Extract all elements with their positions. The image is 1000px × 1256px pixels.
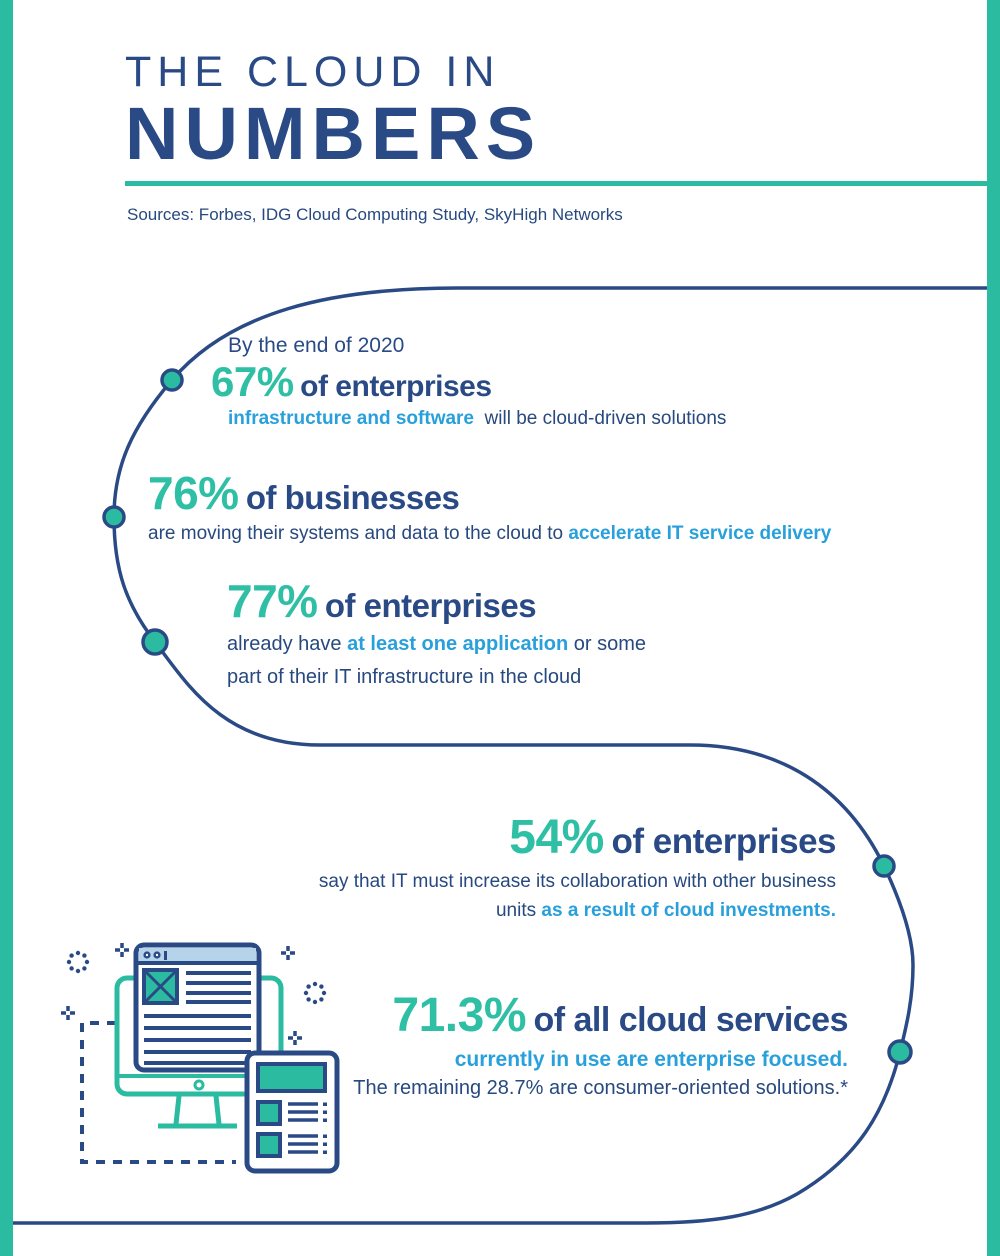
stat-description: infrastructure and software will be clou… xyxy=(228,408,726,430)
stat-label: of enterprises xyxy=(300,370,492,403)
left-border-bar xyxy=(0,0,13,1256)
page-title-line2: NUMBERS xyxy=(125,92,542,176)
curve-node-dot xyxy=(872,854,896,878)
highlighted-text: as a result of cloud investments. xyxy=(541,900,836,921)
description-text: or some xyxy=(568,633,647,655)
description-text: already have xyxy=(227,633,348,655)
stat-77-percent: 77% of enterprises already have at least … xyxy=(227,578,646,694)
description-text: part of their IT infrastructure in the c… xyxy=(227,666,582,688)
stat-76-percent: 76% of businesses are moving their system… xyxy=(148,470,831,545)
stat-heading: 76% of businesses xyxy=(148,470,831,516)
dotted-circle-icon xyxy=(303,981,327,1005)
description-text: will be cloud-driven solutions xyxy=(474,408,727,429)
stat-intro: By the end of 2020 xyxy=(228,334,405,357)
stat-description: already have at least one application or… xyxy=(227,628,646,694)
right-border-bar xyxy=(987,0,1000,1256)
header: THE CLOUD IN NUMBERS xyxy=(125,48,542,176)
invoice-icon xyxy=(244,1050,340,1174)
highlighted-text: at least one application xyxy=(347,633,569,655)
stat-heading: 77% of enterprises xyxy=(227,578,646,624)
stat-description: currently in use are enterprise focused. xyxy=(353,1046,848,1073)
stat-value: 54% xyxy=(509,811,604,864)
stat-label: of enterprises xyxy=(324,587,537,624)
stat-label: of all cloud services xyxy=(533,1001,848,1039)
stat-heading: 54% of enterprises xyxy=(319,814,836,862)
stat-description: say that IT must increase its collaborat… xyxy=(319,867,836,925)
curve-node-dot xyxy=(102,505,126,529)
title-underline-rule xyxy=(125,181,988,186)
stat-value: 77% xyxy=(227,575,318,627)
description-text: say that IT must increase its collaborat… xyxy=(318,871,836,892)
page-title-line1: THE CLOUD IN xyxy=(125,48,501,96)
sources-text: Sources: Forbes, IDG Cloud Computing Stu… xyxy=(127,205,623,224)
highlighted-text: currently in use are enterprise focused. xyxy=(454,1048,848,1071)
curve-node-dot xyxy=(160,368,184,392)
dotted-circle-icon xyxy=(66,950,90,974)
curve-node-dot xyxy=(887,1039,913,1065)
curve-node-dot xyxy=(141,628,169,656)
description-text: units xyxy=(495,900,542,921)
devices-illustration xyxy=(61,942,340,1174)
image-placeholder-icon xyxy=(142,968,179,1005)
stat-label: of businesses xyxy=(245,479,460,516)
stat-54-percent: 54% of enterprises say that IT must incre… xyxy=(319,814,837,925)
stat-heading: 67% of enterprises xyxy=(211,361,726,403)
stat-heading: 71.3% of all cloud services xyxy=(353,992,848,1040)
stat-description: are moving their systems and data to the… xyxy=(148,523,831,545)
stat-label: of enterprises xyxy=(611,822,837,861)
highlighted-text: accelerate IT service delivery xyxy=(568,523,832,544)
description-text: are moving their systems and data to the… xyxy=(148,523,569,544)
highlighted-text: infrastructure and software xyxy=(228,408,474,429)
stat-footnote: The remaining 28.7% are consumer-oriente… xyxy=(353,1077,848,1099)
stat-value: 76% xyxy=(148,467,239,519)
stat-67-percent: By the end of 2020 67% of enterprises inf… xyxy=(211,334,726,430)
stat-value: 71.3% xyxy=(392,989,526,1042)
stat-value: 67% xyxy=(211,358,294,405)
browser-window-icon xyxy=(133,942,262,1073)
stat-71-3-percent: 71.3% of all cloud services currently in … xyxy=(353,992,848,1101)
